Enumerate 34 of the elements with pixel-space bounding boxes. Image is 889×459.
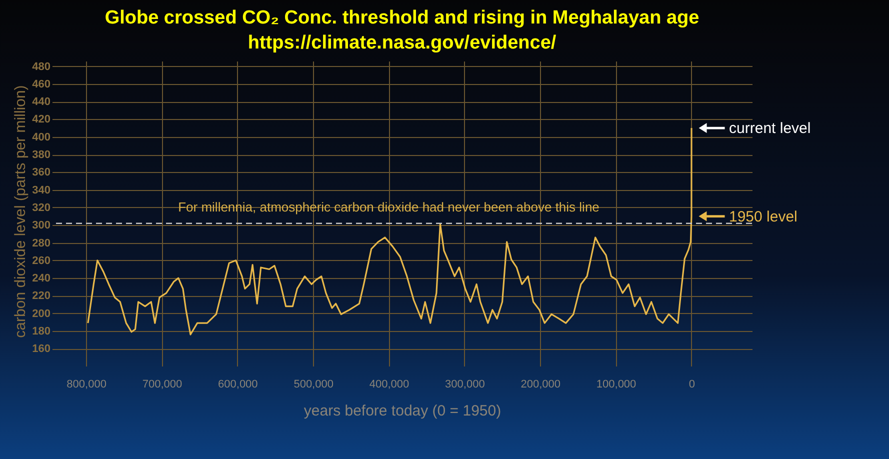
y-tick-label: 220 [32, 290, 50, 302]
y-tick-label: 320 [32, 202, 50, 214]
y-tick-label: 400 [32, 131, 50, 144]
y-tick-label: 280 [32, 237, 50, 250]
x-tick-label: 0 [688, 378, 696, 390]
y-tick-label: 200 [32, 308, 50, 320]
y-tick-label: 420 [32, 114, 50, 126]
chart-title: Globe crossed CO₂ Conc. threshold and rising in Meghalayan age [104, 7, 700, 28]
x-tick-label: 200,000 [520, 378, 560, 390]
y-tick-label: 240 [32, 272, 50, 285]
x-tick-label: 300,000 [445, 378, 485, 390]
y-axis-title: carbon dioxide level (parts per million) [12, 85, 30, 338]
y-tick-label: 340 [32, 184, 50, 196]
x-tick-label: 400,000 [369, 378, 410, 390]
annotation: current level [729, 120, 811, 138]
line-series [87, 127, 692, 336]
y-tick-label: 180 [32, 326, 50, 338]
y-tick-label: 460 [32, 78, 50, 90]
y-tick-label: 360 [32, 166, 50, 179]
y-tick-label: 260 [32, 254, 50, 267]
x-tick-label: 800,000 [66, 378, 106, 390]
y-tick-label: 380 [32, 149, 50, 162]
y-tick-label: 300 [32, 220, 50, 232]
y-tick-label: 440 [32, 96, 50, 108]
y-tick-label: 480 [32, 60, 50, 73]
x-tick-label: 100,000 [596, 378, 636, 390]
ref-line-label: For millennia, atmospheric carbon dioxide had never been above this line [178, 199, 600, 214]
y-tick-label: 160 [32, 343, 50, 356]
x-tick-label: 700,000 [142, 378, 182, 390]
annotation: 1950 level [728, 208, 798, 226]
chart-subtitle: https://climate.nasa.gov/evidence/ [248, 32, 557, 54]
x-axis-title: years before today (0 = 1950) [304, 402, 502, 420]
x-tick-label: 600,000 [218, 378, 258, 390]
x-tick-label: 500,000 [294, 378, 334, 390]
